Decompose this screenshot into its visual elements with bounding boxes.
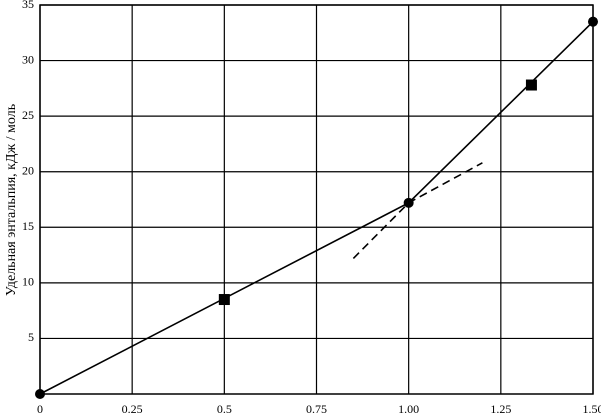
x-tick-label: 0.25 (122, 402, 143, 416)
point (588, 16, 598, 27)
x-tick-label: 1.25 (490, 402, 511, 416)
point (218, 294, 230, 306)
y-tick-label: 15 (22, 219, 34, 233)
y-tick-label: 20 (22, 163, 34, 177)
y-tick-label: 5 (28, 330, 34, 344)
point (35, 389, 45, 399)
y-axis-label: Удельная энтальпия, кДж / моль (4, 104, 19, 296)
x-tick-label: 1.00 (398, 402, 419, 416)
y-tick-label: 30 (22, 52, 34, 66)
x-tick-label: 1.50 (583, 402, 601, 416)
y-tick-label: 35 (22, 0, 34, 11)
point (525, 79, 537, 91)
x-tick-label: 0.5 (217, 402, 232, 416)
x-tick-label: 0.75 (306, 402, 327, 416)
x-tick-label: 0 (37, 402, 43, 416)
y-tick-label: 25 (22, 108, 34, 122)
series-line (352, 162, 483, 259)
y-tick-label: 10 (22, 275, 34, 289)
